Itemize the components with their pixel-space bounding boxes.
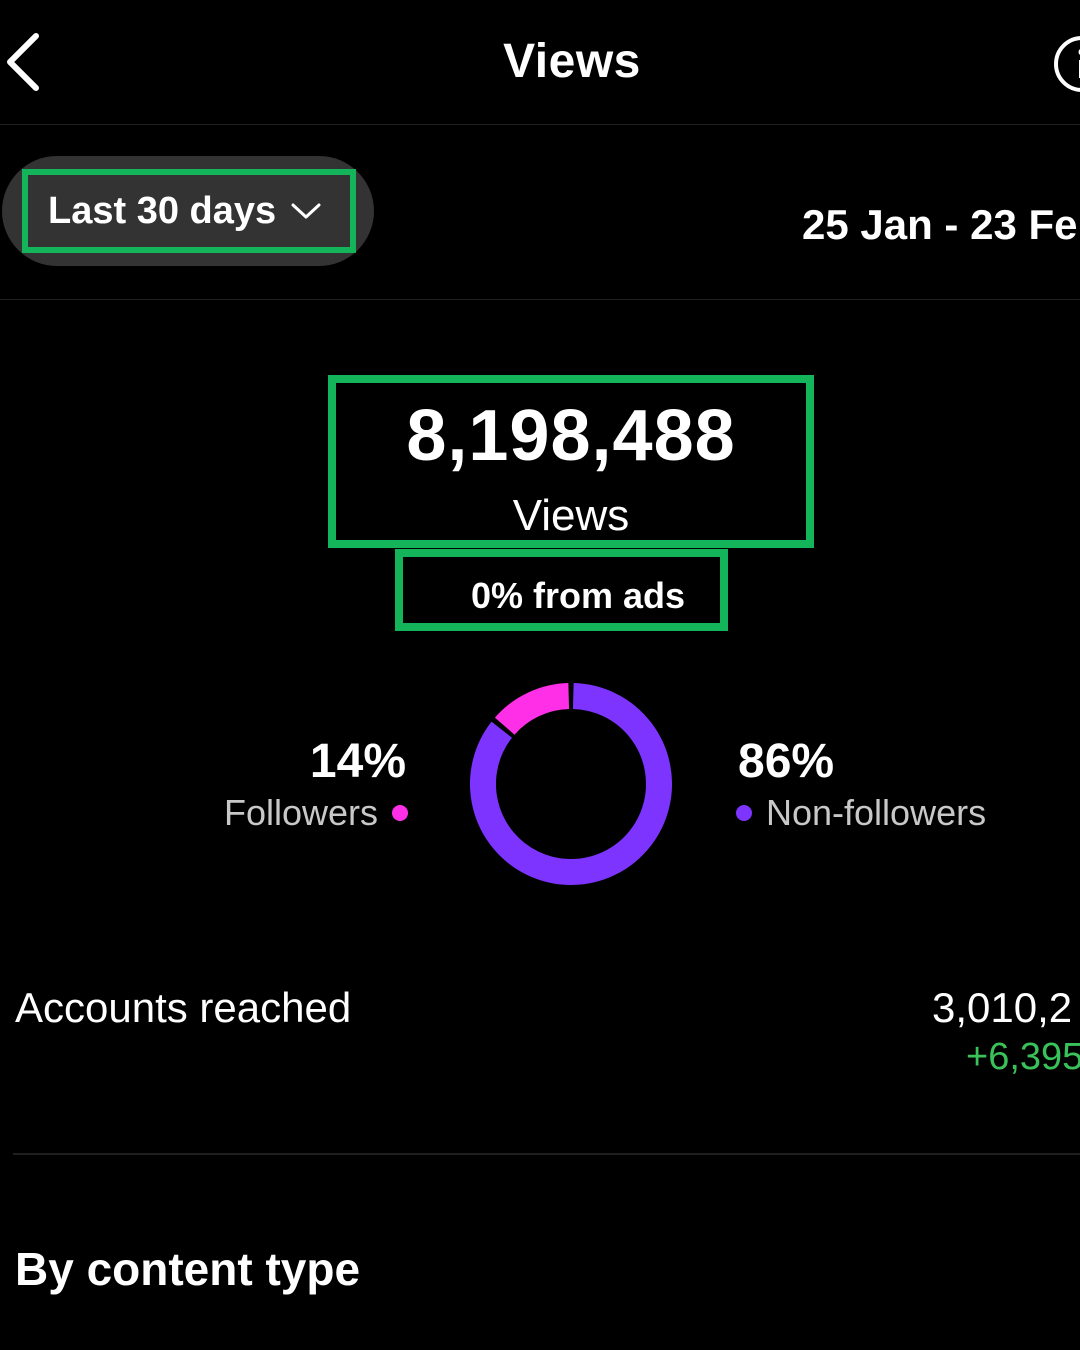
top-bar: Views — [0, 0, 1080, 125]
ads-share-box: 0% from ads — [395, 549, 728, 631]
info-button[interactable] — [1052, 34, 1080, 94]
donut-segment-followers — [494, 683, 570, 736]
followers-percent: 14% — [309, 735, 406, 788]
accounts-reached-label: Accounts reached — [15, 984, 352, 1031]
non-followers-percent: 86% — [738, 735, 835, 788]
total-views-box: 8,198,488 Views — [328, 375, 814, 548]
accounts-reached-change: +6,395 — [966, 1036, 1080, 1078]
info-circle-icon — [1054, 36, 1080, 92]
followers-legend: Followers — [120, 792, 408, 834]
chevron-down-icon — [291, 203, 321, 219]
date-range-text: 25 Jan - 23 Fe — [802, 201, 1078, 248]
non-followers-legend: Non-followers — [736, 792, 986, 834]
non-followers-dot — [736, 805, 752, 821]
chevron-left-icon — [7, 33, 39, 91]
ads-share-label: 0% from ads — [470, 575, 686, 616]
date-range-row: Last 30 days 25 Jan - 23 Fe — [0, 125, 1080, 300]
range-label: Last 30 days — [48, 189, 277, 232]
total-views-value: 8,198,488 — [406, 396, 736, 476]
section-divider — [13, 1153, 1080, 1155]
followers-label: Followers — [223, 792, 378, 833]
page-title: Views — [503, 35, 641, 88]
donut-segment-non-followers — [470, 683, 672, 885]
audience-donut-chart — [470, 683, 672, 885]
accounts-reached-value: 3,010,2 — [932, 984, 1073, 1031]
content-type-section-title: By content type — [15, 1243, 361, 1295]
non-followers-label: Non-followers — [766, 792, 987, 833]
range-dropdown[interactable]: Last 30 days — [22, 169, 356, 253]
total-views-label: Views — [512, 491, 630, 540]
followers-dot — [392, 805, 408, 821]
back-button[interactable] — [0, 24, 64, 100]
